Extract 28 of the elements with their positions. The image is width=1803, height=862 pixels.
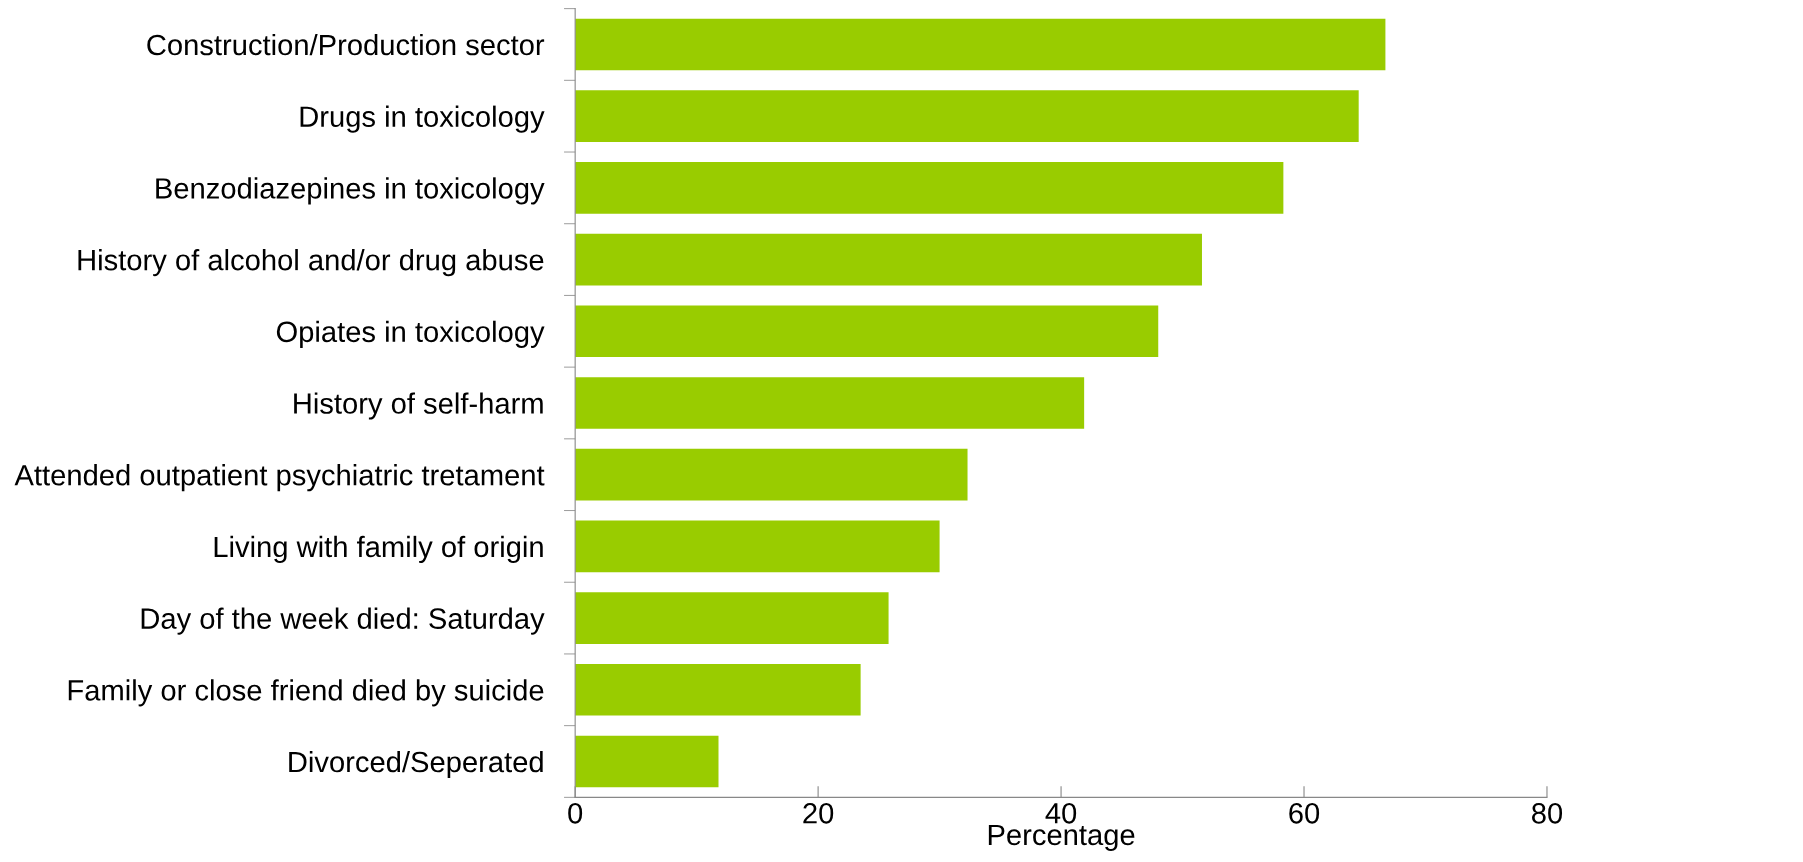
y-tick-label: Construction/Production sector [147,33,545,56]
y-tick-label: History of alcohol and/or drug abuse [78,249,544,277]
x-tick-label: 80 [1532,802,1563,824]
bar [575,663,861,716]
bar [575,305,1159,358]
bar [575,520,940,573]
y-tick-label: Living with family of origin [214,535,543,564]
bar [575,18,1386,71]
y-tick-label: Opiates in toxicology [276,320,545,348]
x-tick-label: 40 [1045,802,1077,824]
bar [575,377,1085,429]
y-tick-label: Benzodiazepines in toxicology [156,177,545,205]
y-tick-label: Attended outpatient psychiatric tretament [14,464,545,492]
bar [575,592,889,644]
bar [575,448,968,501]
y-tick-label: Drugs in toxicology [300,105,545,133]
y-tick-label: History of self-harm [294,392,543,420]
bar [575,735,719,788]
y-tick-label: Day of the week died: Saturday [141,607,545,635]
x-tick-label: 60 [1289,802,1320,824]
x-tick-label: 20 [803,802,834,824]
x-tick-label: 0 [568,802,583,824]
y-tick-label: Family or close friend died by suicide [68,679,544,707]
x-axis-title: Percentage [988,824,1135,852]
bar [575,233,1202,286]
bar [575,162,1284,214]
bar [575,90,1359,142]
y-tick-label: Divorced/Seperated [289,750,543,779]
